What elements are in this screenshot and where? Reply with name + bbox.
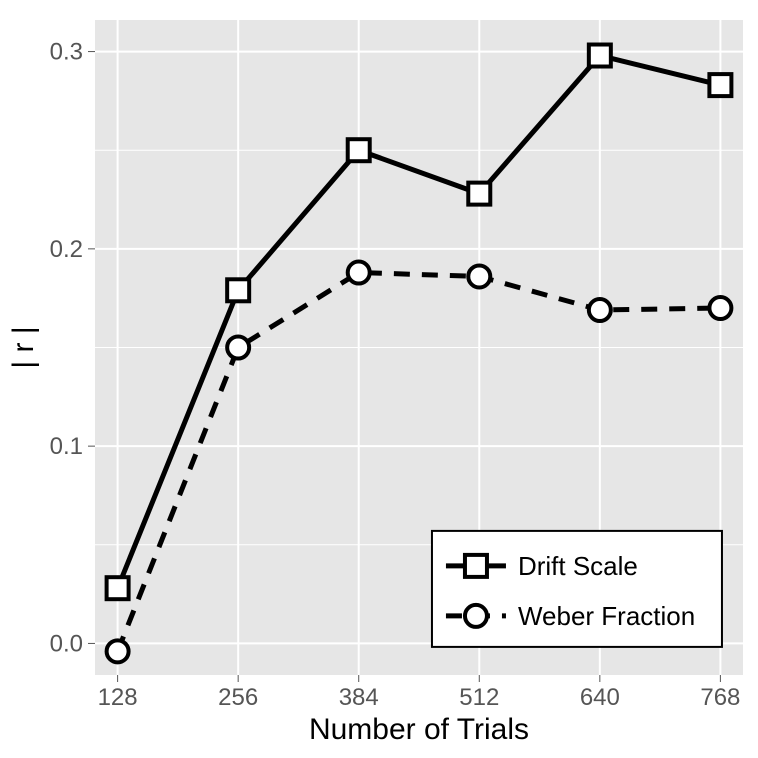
legend-label: Weber Fraction — [518, 601, 695, 631]
x-tick-label: 768 — [700, 684, 740, 711]
x-tick-label: 640 — [580, 684, 620, 711]
marker-circle — [348, 262, 370, 284]
marker-circle — [227, 337, 249, 359]
y-tick-label: 0.2 — [50, 236, 83, 263]
legend-label: Drift Scale — [518, 551, 638, 581]
x-tick-label: 384 — [339, 684, 379, 711]
marker-square — [589, 45, 611, 67]
legend-marker-square — [465, 555, 487, 577]
marker-square — [468, 183, 490, 205]
y-tick-label: 0.1 — [50, 433, 83, 460]
marker-square — [348, 139, 370, 161]
chart-container: 128 256 384 512 640 768 0.0 0.1 0.2 0.3 Number of … — [0, 0, 758, 758]
marker-circle — [589, 299, 611, 321]
marker-circle — [468, 265, 490, 287]
marker-square — [227, 279, 249, 301]
y-tick-label: 0.0 — [50, 630, 83, 657]
y-tick-label: 0.3 — [50, 39, 83, 66]
x-tick-label: 256 — [218, 684, 258, 711]
chart-svg: 128 256 384 512 640 768 0.0 0.1 0.2 0.3 Number of … — [0, 0, 758, 758]
x-tick-label: 512 — [459, 684, 499, 711]
marker-square — [709, 74, 731, 96]
marker-circle — [107, 640, 129, 662]
marker-circle — [709, 297, 731, 319]
y-axis-label: | r | — [7, 326, 40, 368]
marker-square — [107, 577, 129, 599]
legend-marker-circle — [465, 605, 487, 627]
x-axis-label: Number of Trials — [309, 713, 529, 746]
x-tick-label: 128 — [98, 684, 138, 711]
